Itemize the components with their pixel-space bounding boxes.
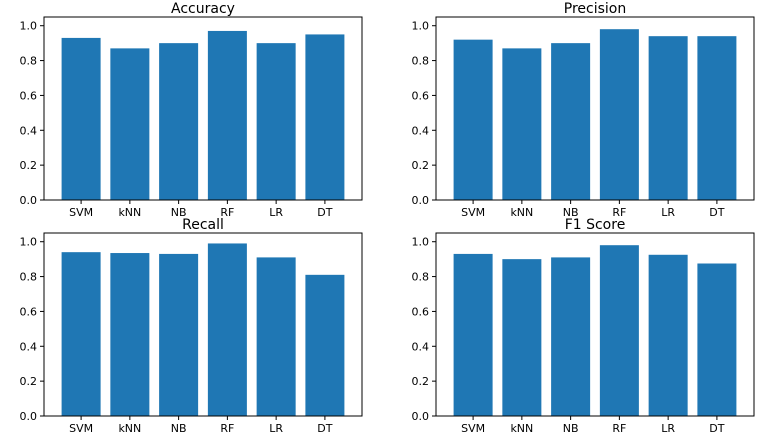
f1-score-bar-knn <box>502 259 542 416</box>
accuracy-xtick-label: LR <box>269 206 283 219</box>
accuracy-title: Accuracy <box>171 1 235 17</box>
recall-subplot: Recall SVM kNN NB RF LR DT 0.0 0.2 0.4 0.6 0.8 1.0 <box>20 217 363 435</box>
accuracy-ytick-label: 0.6 <box>20 89 38 102</box>
precision-bar-lr <box>648 36 688 200</box>
f1-score-xtick-label: RF <box>612 422 626 435</box>
recall-ytick-label: 0.8 <box>20 271 38 284</box>
recall-ytick-label: 0.6 <box>20 305 38 318</box>
f1-score-bar-nb <box>551 257 591 416</box>
precision-xtick-label: LR <box>661 206 675 219</box>
accuracy-xtick-label: DT <box>317 206 332 219</box>
accuracy-subplot: Accuracy SVM kNN NB RF LR DT 0.0 0.2 0.4 0.6 0.8 1.0 <box>20 1 363 219</box>
f1-score-title: F1 Score <box>565 217 626 233</box>
f1-score-ytick-label: 1.0 <box>412 236 430 249</box>
f1-score-axes-frame <box>435 232 755 417</box>
f1-score-subplot: F1 Score SVM kNN NB RF LR DT 0.0 0.2 0.4 0.6 0.8 1.0 <box>412 217 755 435</box>
recall-axes-frame <box>43 232 363 417</box>
f1-score-xtick-label: LR <box>661 422 675 435</box>
precision-ytick-label: 1.0 <box>412 20 430 33</box>
recall-ytick-label: 0.0 <box>20 410 38 423</box>
f1-score-ytick-label: 0.4 <box>412 340 430 353</box>
precision-xtick-label: DT <box>709 206 724 219</box>
f1-score-ytick-label: 0.2 <box>412 375 430 388</box>
precision-ytick-label: 0.6 <box>412 89 430 102</box>
accuracy-bar-lr <box>256 43 296 201</box>
f1-score-bar-lr <box>648 254 688 416</box>
accuracy-xtick-label: kNN <box>118 206 141 219</box>
accuracy-bar-dt <box>305 34 345 200</box>
f1-score-bar-rf <box>599 245 639 416</box>
f1-score-ytick-label: 0.8 <box>412 271 430 284</box>
accuracy-ytick-label: 0.2 <box>20 159 38 172</box>
precision-ytick-label: 0.8 <box>412 55 430 68</box>
accuracy-ytick-label: 0.0 <box>20 194 38 207</box>
accuracy-bar-knn <box>110 48 150 200</box>
precision-axes-frame <box>435 16 755 201</box>
precision-bar-knn <box>502 48 542 200</box>
recall-ytick-label: 0.2 <box>20 375 38 388</box>
precision-ytick-label: 0.2 <box>412 159 430 172</box>
f1-score-bar-dt <box>697 263 737 416</box>
f1-score-xtick-label: DT <box>709 422 724 435</box>
f1-score-xtick-label: SVM <box>461 422 485 435</box>
recall-ytick-label: 0.4 <box>20 340 38 353</box>
f1-score-xtick-label: kNN <box>510 422 533 435</box>
recall-xtick-label: DT <box>317 422 332 435</box>
recall-xtick-label: NB <box>171 422 187 435</box>
f1-score-ytick-label: 0.6 <box>412 305 430 318</box>
precision-bar-nb <box>551 43 591 201</box>
accuracy-bar-rf <box>207 30 247 201</box>
recall-xtick-label: kNN <box>118 422 141 435</box>
recall-bar-dt <box>305 274 345 416</box>
accuracy-ytick-label: 0.4 <box>20 124 38 137</box>
precision-title: Precision <box>564 1 626 17</box>
recall-title: Recall <box>182 217 224 233</box>
precision-xtick-label: kNN <box>510 206 533 219</box>
f1-score-ytick-label: 0.0 <box>412 410 430 423</box>
recall-xtick-label: RF <box>220 422 234 435</box>
precision-bar-svm <box>453 39 493 201</box>
f1-score-xtick-label: NB <box>563 422 579 435</box>
precision-xtick-label: NB <box>563 206 579 219</box>
accuracy-bar-svm <box>61 37 101 200</box>
precision-bar-dt <box>697 36 737 200</box>
accuracy-bar-nb <box>159 43 199 201</box>
precision-xtick-label: SVM <box>461 206 485 219</box>
recall-bar-knn <box>110 253 150 416</box>
precision-ytick-label: 0.0 <box>412 194 430 207</box>
precision-bar-rf <box>599 29 639 201</box>
precision-subplot: Precision SVM kNN NB RF LR DT 0.0 0.2 0.4 0.6 0.8 1.… <box>412 1 755 219</box>
accuracy-xtick-label: NB <box>171 206 187 219</box>
recall-bar-rf <box>207 243 247 416</box>
accuracy-axes-frame <box>43 16 363 201</box>
accuracy-xtick-label: SVM <box>69 206 93 219</box>
recall-ytick-label: 1.0 <box>20 236 38 249</box>
accuracy-xtick-label: RF <box>220 206 234 219</box>
accuracy-ytick-label: 1.0 <box>20 20 38 33</box>
precision-xtick-label: RF <box>612 206 626 219</box>
recall-bar-svm <box>61 252 101 416</box>
accuracy-ytick-label: 0.8 <box>20 55 38 68</box>
recall-bar-nb <box>159 253 199 416</box>
recall-bar-lr <box>256 257 296 416</box>
recall-xtick-label: LR <box>269 422 283 435</box>
recall-xtick-label: SVM <box>69 422 93 435</box>
f1-score-bar-svm <box>453 253 493 416</box>
precision-ytick-label: 0.4 <box>412 124 430 137</box>
